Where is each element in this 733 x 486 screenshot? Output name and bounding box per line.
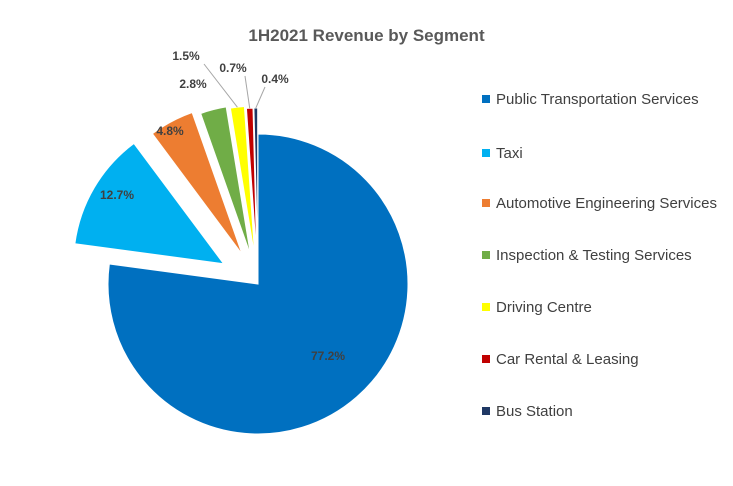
legend-swatch: [482, 199, 490, 207]
data-label-taxi: 12.7%: [100, 188, 134, 202]
legend-label: Taxi: [496, 145, 523, 162]
legend-swatch: [482, 95, 490, 103]
legend-swatch: [482, 149, 490, 157]
pie-slice-public-transportation-services: [107, 133, 409, 435]
legend-swatch: [482, 407, 490, 415]
legend-item-bus-station: Bus Station: [482, 401, 727, 423]
legend: Public Transportation Services Taxi Automo…: [482, 0, 727, 486]
legend-label: Public Transportation Services: [496, 91, 699, 108]
pie-slice-taxi: [74, 142, 225, 265]
legend-item-driving-centre: Driving Centre: [482, 297, 727, 319]
pie-slice-inspection-and-testing-services: [200, 106, 252, 256]
legend-swatch: [482, 251, 490, 259]
leader-line-driving-centre: [203, 63, 238, 108]
legend-item-car-rental-and-leasing: Car Rental & Leasing: [482, 349, 727, 371]
data-label-inspection-and-testing-services: 2.8%: [179, 77, 207, 91]
legend-swatch: [482, 303, 490, 311]
legend-label: Car Rental & Leasing: [496, 351, 639, 368]
leader-line-car-rental-and-leasing: [244, 75, 251, 109]
leader-line-bus-station: [255, 86, 266, 109]
data-label-public-transportation-services: 77.2%: [311, 349, 345, 363]
legend-label: Inspection & Testing Services: [496, 247, 692, 264]
chart-title: 1H2021 Revenue by Segment: [248, 26, 485, 45]
legend-label: Bus Station: [496, 403, 573, 420]
legend-item-automotive-engineering-services: Automotive Engineering Services: [482, 193, 727, 215]
data-label-driving-centre: 1.5%: [172, 49, 200, 63]
legend-item-public-transportation-services: Public Transportation Services: [482, 89, 727, 111]
data-label-bus-station: 0.4%: [261, 72, 289, 86]
legend-swatch: [482, 355, 490, 363]
legend-item-inspection-and-testing-services: Inspection & Testing Services: [482, 245, 727, 267]
legend-item-taxi: Taxi: [482, 143, 727, 165]
data-label-car-rental-and-leasing: 0.7%: [219, 61, 247, 75]
data-label-automotive-engineering-services: 4.8%: [156, 124, 184, 138]
pie-slice-automotive-engineering-services: [151, 111, 243, 255]
legend-label: Driving Centre: [496, 299, 592, 316]
legend-label: Automotive Engineering Services: [496, 195, 717, 212]
